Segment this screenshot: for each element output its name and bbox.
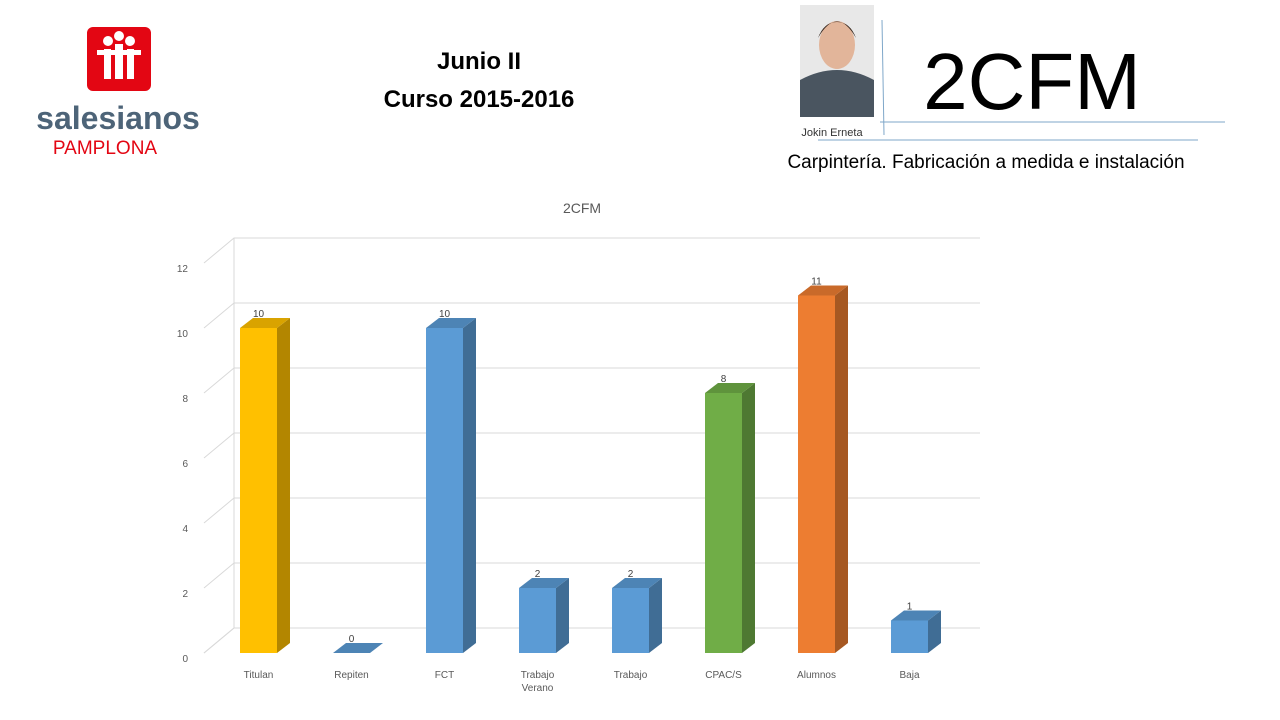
bar <box>891 620 928 653</box>
course-name: Carpintería. Fabricación a medida e inst… <box>787 152 1184 173</box>
bar <box>519 588 556 653</box>
y-tick-label: 4 <box>182 524 188 535</box>
value-label: 0 <box>349 634 355 645</box>
bar-side <box>556 578 569 653</box>
chart-title: 2CFM <box>563 200 601 216</box>
logo-city: PAMPLONA <box>53 138 158 159</box>
y-tick-label: 8 <box>182 394 188 405</box>
logo-name: salesianos <box>36 100 200 136</box>
bar-top <box>426 318 476 328</box>
photo-shirt <box>800 70 874 117</box>
grid-line <box>203 497 980 524</box>
x-tick-label: Repiten <box>334 670 369 681</box>
grid-line <box>203 367 980 394</box>
title-line: Junio II <box>437 48 521 75</box>
y-tick-label: 6 <box>182 459 188 470</box>
bar <box>705 393 742 653</box>
bar <box>798 295 835 653</box>
bar-top <box>798 285 848 296</box>
logo-figures <box>97 31 141 79</box>
bar-top <box>519 578 569 588</box>
grid-line <box>203 432 980 459</box>
x-tick-label: CPAC/S <box>705 670 742 681</box>
bar-side <box>835 285 848 653</box>
bar <box>612 588 649 653</box>
value-label: 2 <box>535 569 541 580</box>
bar <box>426 328 463 653</box>
y-tick-label: 10 <box>177 329 189 340</box>
x-tick-label: Trabajo Verano <box>520 670 555 694</box>
photo-hair <box>818 21 856 38</box>
value-label: 11 <box>811 277 822 288</box>
person-name: Jokin Erneta <box>801 127 863 139</box>
bar-top <box>891 610 941 621</box>
value-label: 2 <box>628 569 634 580</box>
photo-face <box>819 21 855 69</box>
bar-side <box>742 383 755 653</box>
bar-side <box>928 610 941 653</box>
x-tick-label: Baja <box>899 670 920 681</box>
x-tick-label: Trabajo <box>613 670 648 681</box>
bar-top <box>612 578 662 588</box>
bar-side <box>649 578 662 653</box>
x-tick-label: FCT <box>434 670 455 681</box>
x-tick-label: Alumnos <box>797 670 836 681</box>
bar-top <box>705 383 755 393</box>
bar-side <box>277 318 290 653</box>
group-name: 2CFM <box>923 37 1141 126</box>
bar-side <box>463 318 476 653</box>
value-label: 1 <box>907 602 913 613</box>
grid-line <box>203 302 980 329</box>
y-tick-label: 0 <box>182 654 188 665</box>
grid-line <box>203 562 980 589</box>
bar-top <box>240 318 290 328</box>
x-tick-label: Titulan <box>243 670 274 681</box>
bar <box>240 328 277 653</box>
bar-top <box>333 643 383 653</box>
deco-line <box>881 19 885 136</box>
value-label: 10 <box>439 309 451 320</box>
title-line: Curso 2015-2016 <box>384 86 575 113</box>
value-label: 8 <box>721 374 727 385</box>
value-label: 10 <box>253 309 265 320</box>
grid-line <box>203 237 980 264</box>
y-tick-label: 12 <box>177 264 189 275</box>
y-tick-label: 2 <box>182 589 188 600</box>
grid-line <box>203 627 980 654</box>
